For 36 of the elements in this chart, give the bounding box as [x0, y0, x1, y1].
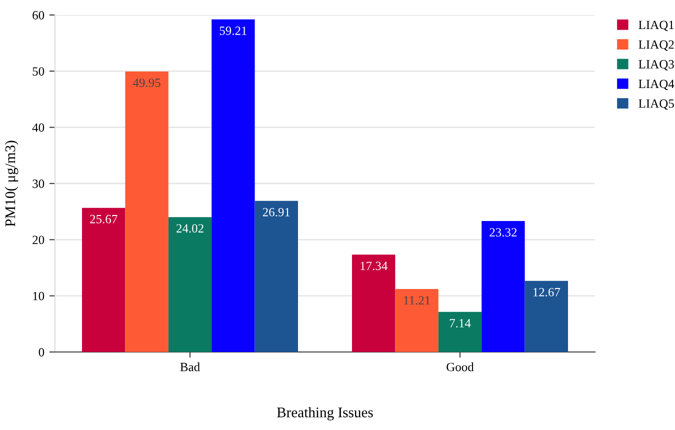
- legend-label: LIAQ4: [638, 80, 674, 90]
- bar: [168, 217, 212, 352]
- y-tick-label: 30: [32, 180, 44, 188]
- data-label: 25.67: [90, 214, 118, 224]
- y-tick-label: 10: [33, 292, 44, 300]
- bar: [82, 208, 126, 352]
- bar: [524, 280, 568, 352]
- bar: [254, 200, 298, 352]
- bar: [482, 221, 525, 352]
- data-label: 12.67: [533, 288, 560, 296]
- x-tick-label: Good: [446, 362, 474, 372]
- legend-label: LIAQ2: [638, 40, 674, 51]
- y-tick-label: 60: [32, 11, 44, 20]
- bar: [125, 71, 168, 352]
- x-axis-title: Breathing Issues: [277, 407, 373, 420]
- data-label: 49.95: [132, 78, 160, 88]
- data-label: 24.02: [176, 224, 204, 233]
- data-label: 26.91: [262, 208, 290, 216]
- data-label: 11.21: [404, 296, 430, 305]
- data-label: 17.34: [360, 262, 388, 270]
- legend-label: LIAQ3: [638, 60, 674, 70]
- legend-label: LIAQ5: [638, 99, 674, 110]
- bar: [352, 254, 396, 352]
- y-tick-label: 20: [32, 236, 44, 244]
- y-axis-title: PM10( μg/m3): [4, 140, 18, 226]
- bar: [212, 19, 255, 352]
- data-label: 59.21: [220, 26, 247, 36]
- y-tick-label: 40: [32, 123, 44, 132]
- legend-label: LIAQ1: [638, 20, 674, 32]
- y-tick-label: 0: [38, 348, 44, 356]
- data-label: 7.14: [450, 319, 471, 328]
- bar: [438, 312, 482, 352]
- x-tick-label: Bad: [180, 362, 200, 372]
- bar: [395, 289, 438, 352]
- y-tick-label: 50: [32, 67, 44, 76]
- data-label: 23.32: [490, 228, 517, 237]
